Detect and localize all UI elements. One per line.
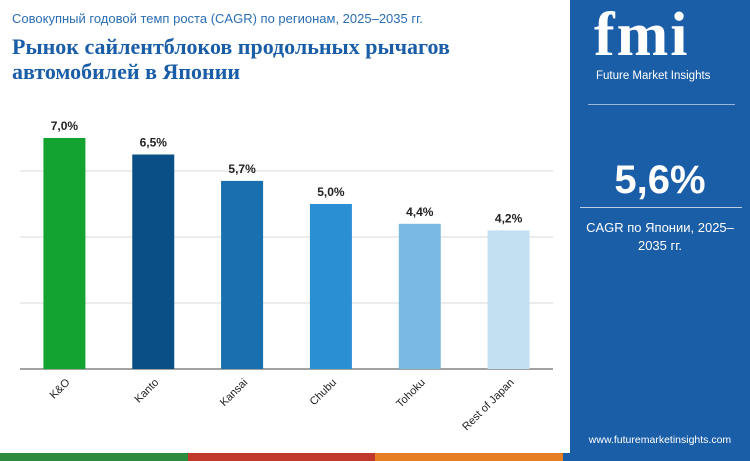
chart-subtitle: Совокупный годовой темп роста (CAGR) по …: [12, 11, 423, 26]
bar-value-label: 4,2%: [495, 211, 523, 225]
logo-letters: fmi: [594, 1, 690, 69]
x-tick-label: K&O: [48, 376, 73, 401]
bottom-bar-segment: [187, 453, 375, 461]
bar-kansai: [221, 180, 264, 369]
bar-chart: 7,0% K&O 6,5% Kanto 5,7% Kansai 5,0% Chubu 4,4% T…: [20, 119, 553, 433]
bar-value-label: 5,7%: [228, 162, 256, 176]
bottom-bar-segment: [562, 453, 750, 461]
bottom-bar-segment: [375, 453, 563, 461]
bottom-bar-segment: [0, 453, 188, 461]
kpi-underline: [580, 207, 742, 208]
x-tick-label: Chubu: [308, 377, 339, 408]
x-tick-label: Rest of Japan: [460, 377, 516, 433]
x-tick-label: Kansai: [218, 377, 250, 409]
chart-title: Рынок сайлентблоков продольных рычагов а…: [12, 34, 450, 84]
bar-value-label: 7,0%: [51, 119, 79, 133]
bar-value-label: 6,5%: [140, 136, 168, 150]
bar-chubu: [309, 204, 352, 369]
bar-k-o: [43, 138, 86, 369]
bar-tohoku: [398, 223, 441, 369]
cagr-value: 5,6%: [614, 158, 706, 202]
header: Совокупный годовой темп роста (CAGR) по …: [0, 0, 570, 105]
cagr-label: CAGR по Японии, 2025–2035 гг.: [586, 220, 734, 253]
bottom-color-bar: [0, 453, 750, 461]
website-link[interactable]: www.futuremarketinsights.com: [588, 434, 732, 446]
fmi-logo: fmi Future Market Insights: [590, 4, 730, 88]
bar-value-label: 5,0%: [317, 185, 345, 199]
bar-value-label: 4,4%: [406, 205, 434, 219]
bar-rest-of-japan: [487, 230, 530, 369]
bar-kanto: [132, 154, 175, 369]
sidebar-panel: fmi Future Market Insights 5,6% CAGR по …: [570, 0, 750, 453]
x-tick-label: Kanto: [133, 377, 162, 406]
logo-text: Future Market Insights: [596, 70, 711, 82]
x-tick-label: Tohoku: [394, 377, 428, 411]
sidebar-divider: [588, 104, 735, 105]
